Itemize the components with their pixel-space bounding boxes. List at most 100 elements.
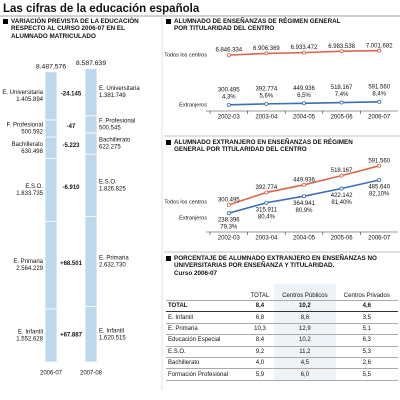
section-title: ALUMNADO DE ENSEÑANZAS DE RÉGIMEN GENERA…	[166, 18, 344, 33]
change-label: +67.887	[60, 332, 83, 338]
value-label: 500.545	[99, 125, 121, 131]
table-cell: 5,3	[335, 346, 398, 358]
share-label: 7,4%	[335, 92, 349, 98]
column-header: Centros Públicos	[274, 284, 336, 301]
share-label: 81,40%	[331, 200, 352, 206]
column-header: TOTAL	[245, 284, 275, 301]
value-label: 485.640	[368, 185, 390, 191]
change-label: -5.223	[62, 143, 80, 149]
x-tick-label: 2004-05	[293, 236, 316, 242]
table-cell: 5,5	[335, 368, 398, 381]
value-label: 1.552.628	[16, 337, 43, 343]
table-cell: 5,1	[335, 323, 398, 336]
value-label: 364.941	[293, 201, 315, 207]
column-header: Centros Privados	[335, 284, 398, 301]
point	[377, 48, 382, 53]
category-label: E. Infantil	[99, 328, 124, 334]
value-label: 300.495	[218, 87, 240, 93]
table-cell: 12,9	[274, 323, 336, 336]
x-tick-label: 2006-07	[368, 236, 391, 242]
change-label: -47	[67, 124, 76, 130]
table-cell: 6,3	[335, 334, 398, 347]
legend-label: Extranjeros	[179, 102, 207, 108]
table-cell: 9,2	[245, 346, 275, 358]
table-cell: Educación Especial	[166, 334, 246, 347]
x-tick-label: 2006-07	[368, 115, 391, 121]
page-title: Las cifras de la educación española	[3, 3, 200, 15]
table-cell: Bachillerato	[166, 357, 246, 370]
table-cell: 10,2	[274, 334, 336, 347]
point	[377, 99, 382, 104]
category-label: Bachillerato	[12, 142, 44, 148]
value-label: 1.381.749	[99, 93, 126, 99]
x-tick-label: 2002-03	[218, 236, 241, 242]
point	[264, 51, 269, 56]
point	[226, 53, 231, 58]
table-row: Formación Profesional 5,9 6,0 5,5	[166, 368, 398, 381]
table-cell: 3,5	[335, 311, 398, 324]
change-label: -24.145	[61, 92, 82, 98]
table-cell: 8,4	[245, 334, 275, 347]
point	[226, 202, 231, 207]
table-cell: 4,0	[245, 357, 275, 370]
point	[339, 49, 344, 54]
value-label: 315.911	[256, 207, 278, 213]
value-label: 630.498	[21, 149, 43, 155]
bar-segment	[84, 132, 98, 155]
legend-label: Todos los centros	[164, 53, 207, 59]
value-label: 6.983.538	[328, 44, 355, 50]
value-label: 622.275	[99, 145, 121, 151]
table-cell: 10,3	[245, 323, 275, 336]
table-row: E.S.O. 9,2 11,2 5,3	[166, 346, 398, 358]
section-subtitle: Curso 2006-07	[174, 270, 218, 277]
bar-segment	[44, 136, 58, 159]
value-label: 518.167	[331, 85, 353, 91]
x-tick-label: 2002-03	[218, 115, 241, 121]
value-label: 449.936	[293, 177, 315, 183]
x-tick-label: 2007-08	[80, 371, 103, 377]
table-row: Educación Especial 8,4 10,2 6,3	[166, 334, 398, 347]
table-cell: 2,6	[335, 357, 398, 370]
share-label: 79,3%	[220, 225, 238, 231]
value-label: 1.405.894	[16, 97, 43, 103]
change-label: +68.501	[60, 261, 83, 267]
legend-label: Todos los centros	[164, 199, 207, 205]
table-cell: 6,8	[245, 311, 275, 324]
value-label: 1.833.735	[16, 191, 43, 197]
table-cell: 5,9	[245, 368, 275, 381]
table-cell: TOTAL	[166, 299, 246, 313]
table-cell: 6,0	[274, 368, 336, 381]
bar-segment	[44, 158, 58, 222]
value-label: 591.560	[368, 158, 390, 164]
x-tick-label: 2003-04	[255, 115, 278, 121]
table-row: TOTAL 8,4 10,2 4,6	[166, 299, 398, 313]
point	[301, 194, 306, 199]
bar-segment	[84, 153, 98, 217]
x-tick-label: 2005-06	[331, 115, 354, 121]
point	[339, 173, 344, 178]
category-label: E.S.O.	[25, 184, 43, 190]
category-label: F. Profesional	[99, 118, 135, 124]
total-label: 8.487.576	[36, 64, 66, 71]
bar-segment	[44, 71, 58, 121]
point	[301, 50, 306, 55]
x-tick-label: 2005-06	[331, 236, 354, 242]
value-label: 2.564.229	[16, 266, 43, 272]
share-label: 82,10%	[369, 192, 390, 198]
bar-segment	[84, 115, 98, 134]
point	[264, 200, 269, 205]
point	[301, 101, 306, 106]
value-label: 300.495	[218, 197, 240, 203]
value-label: 500.592	[21, 130, 43, 136]
bar-segment	[84, 306, 98, 363]
share-label: 80,9%	[295, 208, 313, 214]
table-cell: 10,2	[274, 299, 336, 313]
value-label: 1.826.825	[99, 186, 126, 192]
corner	[166, 284, 246, 301]
point	[377, 163, 382, 168]
table-cell: E. Infantil	[166, 311, 246, 324]
value-label: 1.620.515	[99, 335, 126, 341]
section-title: VARIACIÓN PREVISTA DE LA EDUCACIÓN RESPE…	[3, 18, 161, 40]
total-label: 8.587.639	[76, 60, 106, 67]
